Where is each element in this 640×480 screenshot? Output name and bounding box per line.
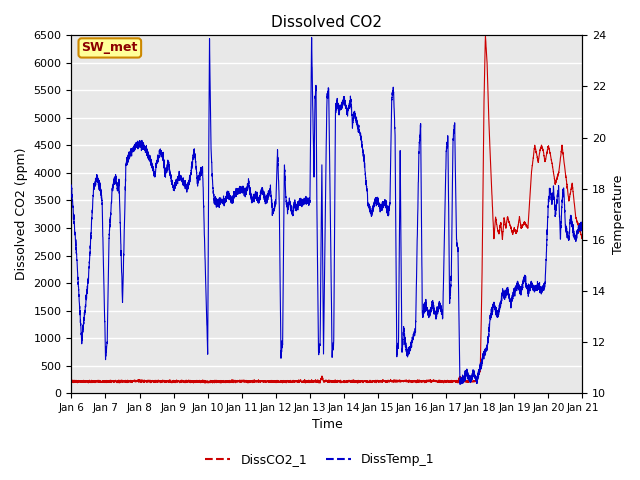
Text: SW_met: SW_met — [82, 41, 138, 54]
Legend: DissCO2_1, DissTemp_1: DissCO2_1, DissTemp_1 — [200, 448, 440, 471]
Y-axis label: Dissolved CO2 (ppm): Dissolved CO2 (ppm) — [15, 148, 28, 280]
Y-axis label: Temperature: Temperature — [612, 175, 625, 254]
X-axis label: Time: Time — [312, 419, 342, 432]
Title: Dissolved CO2: Dissolved CO2 — [271, 15, 383, 30]
